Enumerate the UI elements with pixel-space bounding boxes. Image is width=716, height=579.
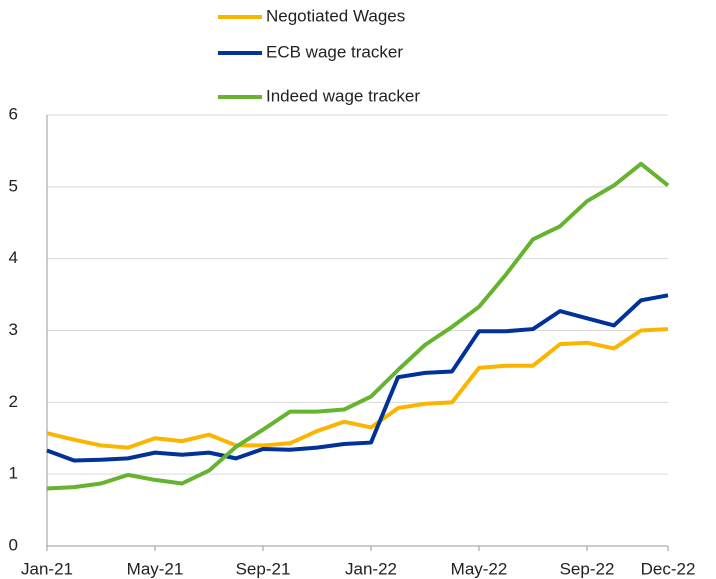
x-tick-label: Jan-22 [345, 559, 397, 578]
x-tick-label: Sep-22 [560, 559, 615, 578]
y-tick-label: 0 [9, 535, 18, 554]
x-tick-label: May-21 [127, 559, 184, 578]
y-tick-label: 3 [9, 320, 18, 339]
legend-label: Negotiated Wages [266, 6, 405, 25]
x-tick-label: May-22 [451, 559, 508, 578]
y-tick-label: 5 [9, 176, 18, 195]
x-tick-label: Dec-22 [641, 559, 696, 578]
legend-label: ECB wage tracker [266, 42, 403, 61]
series-line [46, 293, 669, 463]
series-line [46, 327, 669, 450]
legend-label: Indeed wage tracker [266, 86, 420, 105]
y-tick-label: 1 [9, 464, 18, 483]
x-tick-label: Jan-21 [21, 559, 73, 578]
y-tick-label: 6 [9, 104, 18, 123]
x-tick-label: Sep-21 [236, 559, 291, 578]
y-tick-label: 4 [9, 248, 18, 267]
y-tick-label: 2 [9, 392, 18, 411]
series-line [46, 161, 670, 491]
